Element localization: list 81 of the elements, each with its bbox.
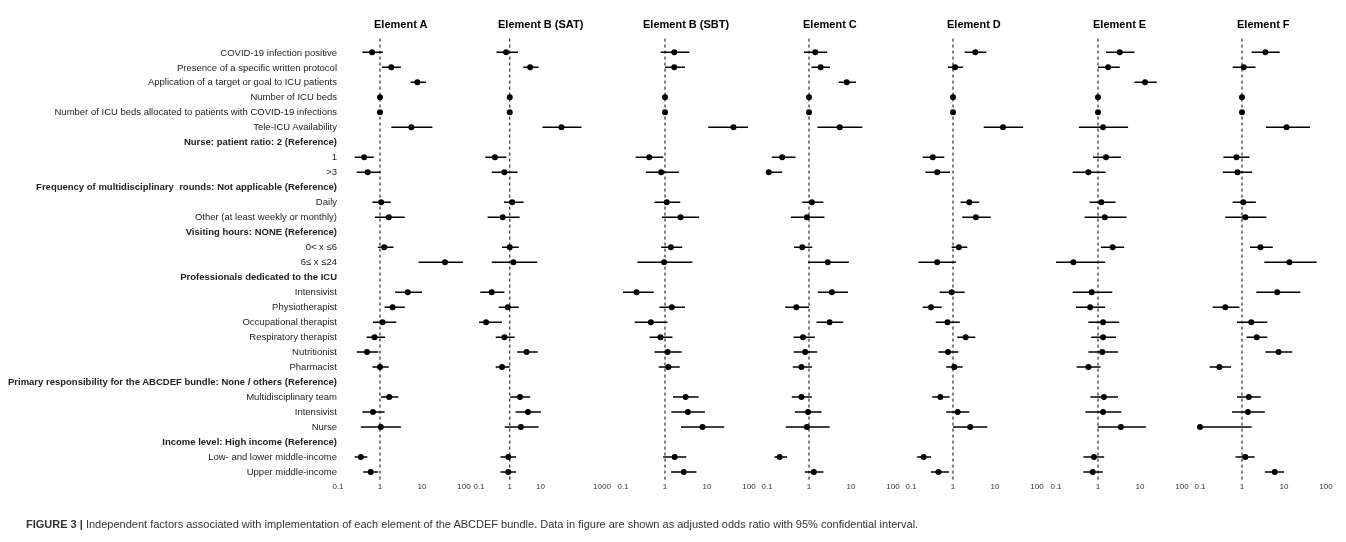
point (1088, 289, 1095, 296)
x-tick-label: 0.1 (1194, 481, 1206, 491)
x-tick-label: 10 (536, 481, 546, 491)
point (1094, 109, 1101, 116)
y-tick-label: Multidisciplinary team (238, 391, 338, 403)
point (1099, 334, 1106, 341)
y-tick-label: Visiting hours: NONE (Reference) (185, 226, 337, 238)
x-tick-label: 0.1 (905, 481, 918, 491)
y-tick-label: >3 (318, 166, 337, 178)
point (1099, 124, 1106, 131)
chart-title: Element B (SAT) (498, 18, 584, 30)
x-tick-label: 0.1 (617, 481, 630, 491)
y-tick-label: Intensivist (286, 406, 338, 418)
point (1086, 304, 1093, 311)
x-tick-label: 10 (702, 481, 713, 491)
point (1089, 469, 1096, 476)
x-tick-label: 1 (377, 481, 383, 491)
x-tick-label: 10 (417, 481, 427, 491)
chart-title: Element B (SBT) (643, 18, 730, 30)
x-tick-label: 1 (1239, 481, 1245, 491)
y-tick-label: Number of ICU beds (242, 91, 338, 103)
x-tick-label: 1 (507, 481, 513, 491)
x-tick-label: 0.1 (473, 481, 486, 491)
chart-title: Element A (374, 18, 428, 30)
x-tick-label: 1000 (593, 481, 612, 491)
caption: FIGURE 3 | Independent factors associated with implementation of each element of the ABCDEF bundle. Data in figure are shown as adjusted odds ratio with 95% confidential interval. (26, 518, 919, 530)
point (1102, 154, 1109, 161)
x-tick-label: 10 (1135, 481, 1145, 491)
point (1099, 409, 1106, 416)
y-tick-label: Nurse (303, 421, 337, 433)
y-tick-label: Professionals dedicated to the ICU (180, 271, 338, 283)
y-tick-label: Other (at least weekly or monthly) (187, 211, 337, 223)
y-tick-label: Frequency of multidisciplinary rounds: Not applicable (Reference) (36, 181, 337, 193)
point (1101, 214, 1108, 221)
y-tick-label: Income level: High income (Reference) (162, 436, 337, 448)
x-tick-label: 1 (807, 481, 813, 491)
x-tick-label: 100 (1319, 481, 1333, 491)
x-tick-label: 100 (886, 481, 901, 491)
chart-title: Element C (803, 18, 858, 30)
point (1094, 94, 1101, 101)
x-tick-label: 100 (1174, 481, 1189, 491)
x-tick-label: 0.1 (1050, 481, 1062, 491)
y-tick-label: 6≤ x ≤24 (292, 256, 337, 268)
y-tick-label: Physiotherapist (264, 301, 338, 313)
y-tick-label: Nutritionist (284, 346, 338, 358)
y-tick-label: Application of a target or goal to ICU patients (140, 76, 338, 88)
y-tick-label: Upper middle-income (238, 466, 337, 478)
y-tick-label: Low- and lower middle-income (200, 451, 337, 463)
point (1104, 64, 1111, 71)
chart-title: Element F (1236, 18, 1290, 30)
y-tick-label: Number of ICU beds allocated to patients with COVID-19 infections (46, 106, 338, 118)
y-tick-label: Pharmacist (281, 361, 338, 373)
y-tick-label: Presence of a specific written protocol (169, 61, 337, 73)
point (1099, 319, 1106, 326)
x-tick-label: 10 (991, 481, 1001, 491)
point (1100, 394, 1107, 401)
y-tick-label: Daily (307, 196, 338, 208)
x-tick-label: 1 (951, 481, 957, 491)
y-tick-label: Nurse: patient ratio: 2 (Reference) (183, 136, 337, 148)
x-tick-label: 100 (742, 481, 757, 491)
chart-title: Element D (947, 18, 1002, 30)
point (1097, 199, 1104, 206)
x-tick-label: 0.1 (332, 481, 345, 491)
x-tick-label: 1 (663, 481, 669, 491)
x-tick-label: 10 (1279, 481, 1289, 491)
y-tick-label: Occupational therapist (234, 316, 338, 328)
point (1098, 349, 1105, 356)
point (1090, 454, 1097, 461)
y-tick-label: 1 (323, 151, 337, 163)
x-tick-label: 1 (1095, 481, 1101, 491)
x-tick-label: 10 (846, 481, 857, 491)
y-tick-label: 0< x ≤6 (297, 241, 337, 253)
x-tick-label: 100 (457, 481, 472, 491)
y-tick-label: COVID-19 infection positive (212, 46, 337, 58)
y-tick-label: Respiratory therapist (241, 331, 338, 343)
y-tick-label: Primary responsibility for the ABCDEF bundle: None / others (Reference) (7, 376, 337, 388)
y-tick-label: Intensivist (286, 286, 338, 298)
x-tick-label: 100 (1030, 481, 1045, 491)
y-tick-label: Tele-ICU Availability (245, 121, 338, 133)
chart-title: Element E (1092, 18, 1146, 30)
x-tick-label: 0.1 (761, 481, 774, 491)
